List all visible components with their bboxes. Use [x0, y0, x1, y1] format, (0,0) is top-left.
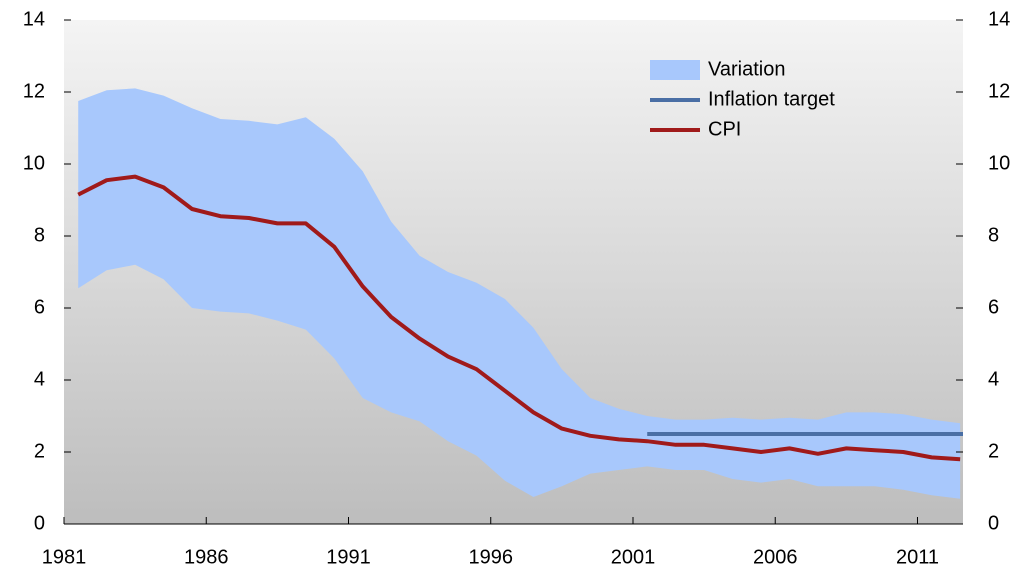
y2-tick-label: 14	[988, 8, 1010, 30]
y2-tick-label: 6	[988, 296, 999, 318]
legend-label: Inflation target	[708, 88, 835, 110]
y2-tick-label: 10	[988, 152, 1010, 174]
y2-tick-label: 4	[988, 368, 999, 390]
x-tick-label: 1991	[326, 546, 371, 568]
line	[77, 174, 961, 462]
y-tick-label: 6	[34, 296, 45, 318]
x-tick-label: 1996	[468, 546, 513, 568]
legend-swatch	[650, 60, 700, 80]
y2-tick-label: 8	[988, 224, 999, 246]
x-tick-label: 1986	[184, 546, 229, 568]
x-tick-label: 1981	[42, 546, 87, 568]
x-tick-label: 2001	[611, 546, 656, 568]
y-tick-label: 4	[34, 368, 45, 390]
y2-tick-label: 12	[988, 80, 1010, 102]
legend-label: CPI	[708, 118, 741, 140]
x-tick-label: 2006	[753, 546, 798, 568]
y2-tick-label: 0	[988, 512, 999, 534]
legend-label: Variation	[708, 58, 785, 80]
y-tick-label: 12	[23, 80, 45, 102]
y-tick-label: 8	[34, 224, 45, 246]
y2-tick-label: 2	[988, 440, 999, 462]
y-tick-label: 2	[34, 440, 45, 462]
y-tick-label: 10	[23, 152, 45, 174]
x-tick-label: 2011	[896, 546, 939, 568]
variation-band	[78, 88, 961, 499]
y-tick-label: 0	[34, 512, 45, 534]
y-tick-label: 14	[23, 8, 45, 30]
